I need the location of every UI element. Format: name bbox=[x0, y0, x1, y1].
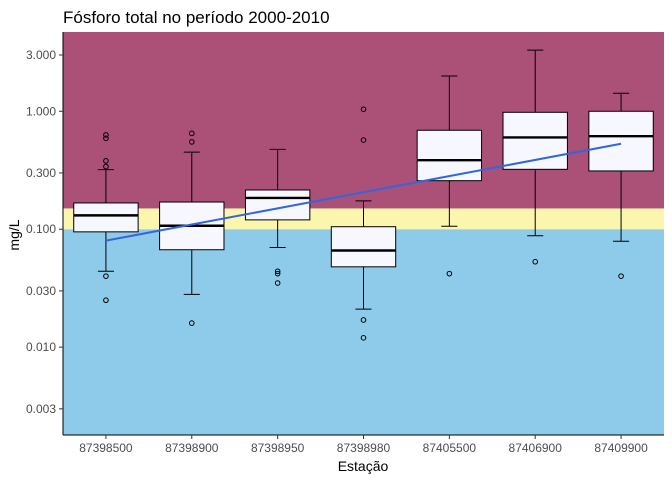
outlier-point bbox=[188, 130, 195, 137]
x-tick-label: 87398500 bbox=[79, 441, 133, 455]
outlier-point bbox=[360, 137, 367, 143]
x-axis: 87398500 87398900 87398950 87398980 87405500… bbox=[63, 434, 664, 455]
y-axis-title: mg/L bbox=[6, 219, 22, 250]
outlier-point bbox=[103, 163, 109, 170]
chart-title: Fósforo total no período 2000-2010 bbox=[63, 8, 330, 27]
outlier-point bbox=[274, 270, 281, 277]
outlier-point bbox=[103, 158, 109, 164]
box-iqr bbox=[330, 226, 397, 268]
box-iqr bbox=[73, 202, 139, 233]
x-tick-label: 87398950 bbox=[251, 441, 305, 455]
outlier-point bbox=[360, 317, 367, 323]
x-tick-label: 87398900 bbox=[165, 441, 219, 455]
box-87398900 bbox=[159, 130, 225, 326]
box-87398980 bbox=[330, 106, 397, 341]
y-tick-label: 0.100 bbox=[26, 222, 56, 236]
outlier-point bbox=[103, 297, 109, 304]
outlier-point bbox=[446, 270, 453, 277]
y-tick-label: 3.000 bbox=[26, 48, 56, 62]
box-iqr bbox=[416, 129, 483, 182]
x-tick-label: 87406900 bbox=[509, 441, 563, 455]
x-tick-label: 87409900 bbox=[594, 441, 648, 455]
box-87409900 bbox=[588, 92, 654, 279]
x-tick-label: 87405500 bbox=[423, 441, 477, 455]
trend-line bbox=[105, 142, 622, 242]
y-axis: 0.003 0.010 0.030 0.100 0.300 1.000 3.000 bbox=[26, 32, 64, 435]
outlier-point bbox=[188, 139, 195, 145]
y-tick-label: 0.300 bbox=[26, 166, 56, 180]
outlier-point bbox=[103, 273, 109, 279]
outlier-point bbox=[360, 106, 367, 113]
y-tick-label: 0.003 bbox=[26, 402, 56, 416]
x-tick-label: 87398980 bbox=[337, 441, 391, 455]
box-iqr bbox=[588, 110, 654, 172]
y-tick-label: 0.030 bbox=[26, 284, 56, 298]
outlier-point bbox=[360, 335, 367, 341]
box-87398500 bbox=[73, 132, 139, 304]
box-87398950 bbox=[244, 148, 311, 286]
x-axis-title: Estação bbox=[338, 458, 389, 474]
outlier-point bbox=[274, 268, 281, 275]
outlier-point bbox=[188, 320, 195, 326]
outlier-point bbox=[103, 132, 109, 138]
plot-panel bbox=[63, 32, 664, 435]
y-tick-label: 1.000 bbox=[26, 104, 56, 118]
y-tick-label: 0.010 bbox=[26, 340, 56, 354]
outlier-point bbox=[618, 273, 624, 279]
outlier-point bbox=[532, 258, 539, 265]
outlier-point bbox=[274, 280, 281, 286]
outlier-point bbox=[103, 135, 109, 142]
band-2 bbox=[63, 32, 664, 209]
